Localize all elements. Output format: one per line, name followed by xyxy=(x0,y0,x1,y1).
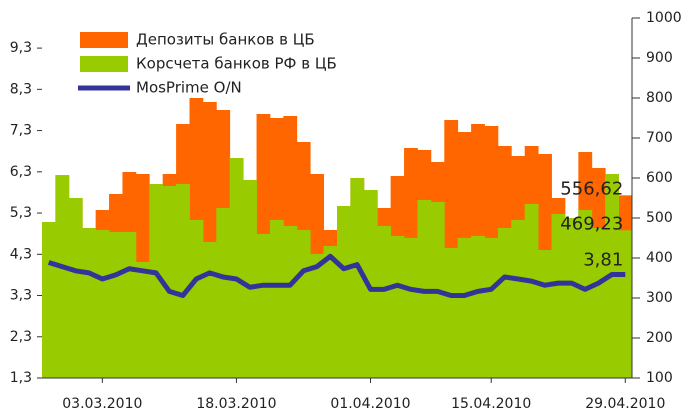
bar xyxy=(55,175,70,378)
y-tick-label: 9,3 xyxy=(10,40,32,56)
bar xyxy=(135,262,150,378)
bar xyxy=(122,232,137,378)
bar xyxy=(497,228,512,378)
x-tick-label: 29.04.2010 xyxy=(585,396,665,412)
bar xyxy=(578,210,593,378)
bar xyxy=(591,228,606,378)
y2-tick-label: 300 xyxy=(646,290,673,306)
legend-label: Корсчета банков РФ в ЦБ xyxy=(136,55,337,73)
bar xyxy=(256,234,271,378)
value-label: 556,62 xyxy=(560,178,623,199)
line xyxy=(47,253,626,299)
bar xyxy=(524,204,539,378)
bar xyxy=(564,218,579,378)
bar xyxy=(176,184,190,378)
bar xyxy=(457,238,472,378)
bar xyxy=(269,220,284,378)
legend-swatch xyxy=(80,32,128,48)
bar xyxy=(538,250,552,378)
y2-tick-label: 700 xyxy=(646,130,673,146)
y2-tick-label: 900 xyxy=(646,50,673,66)
legend: Депозиты банков в ЦБ Корсчета банков РФ в… xyxy=(78,31,337,97)
x-tick-label: 01.04.2010 xyxy=(330,396,410,412)
y-tick-label: 5,3 xyxy=(10,205,32,221)
bar xyxy=(296,230,311,378)
value-label: 3,81 xyxy=(583,249,623,270)
bar xyxy=(390,236,405,378)
y2-tick-label: 100 xyxy=(646,370,673,386)
y2-tick-label: 500 xyxy=(646,210,673,226)
bar xyxy=(363,190,378,378)
value-label: 469,23 xyxy=(560,213,623,234)
bar xyxy=(618,230,633,378)
bar xyxy=(283,226,298,378)
bar xyxy=(216,208,231,378)
bar xyxy=(444,248,459,378)
bar xyxy=(484,238,499,378)
y-tick-label: 7,3 xyxy=(10,123,32,139)
x-tick-label: 15.04.2010 xyxy=(451,396,531,412)
bar xyxy=(310,254,324,378)
legend-swatch xyxy=(80,56,128,72)
y-tick-label: 6,3 xyxy=(10,164,32,180)
y2-tick-label: 1000 xyxy=(646,10,682,26)
y-tick-label: 4,3 xyxy=(10,246,32,262)
bar xyxy=(323,246,338,378)
x-tick-label: 18.03.2010 xyxy=(196,396,276,412)
y2-tick-label: 600 xyxy=(646,170,673,186)
y2-tick-label: 200 xyxy=(646,330,673,346)
legend-label: MosPrime O/N xyxy=(136,79,242,97)
bar xyxy=(109,232,123,378)
bar xyxy=(511,220,526,378)
bar xyxy=(471,236,485,378)
bar xyxy=(551,214,566,378)
x-tick-label: 03.03.2010 xyxy=(62,396,142,412)
bar xyxy=(68,198,83,378)
bar xyxy=(162,186,177,378)
bar xyxy=(337,206,351,378)
y-tick-label: 1,3 xyxy=(10,370,32,386)
bar xyxy=(350,178,365,378)
y-tick-label: 3,3 xyxy=(10,288,32,304)
y2-tick-label: 400 xyxy=(646,250,673,266)
bar xyxy=(42,222,56,378)
bar xyxy=(82,228,97,378)
y-tick-label: 2,3 xyxy=(10,329,32,345)
bar xyxy=(229,158,244,378)
bar xyxy=(95,230,110,378)
y-tick-label: 8,3 xyxy=(10,81,32,97)
bar xyxy=(202,242,217,378)
legend-label: Депозиты банков в ЦБ xyxy=(136,31,315,49)
y2-tick-label: 800 xyxy=(646,90,673,106)
bar xyxy=(189,220,204,378)
bar xyxy=(404,238,418,378)
bar xyxy=(149,184,164,378)
bar xyxy=(377,226,392,378)
bar xyxy=(243,180,257,378)
